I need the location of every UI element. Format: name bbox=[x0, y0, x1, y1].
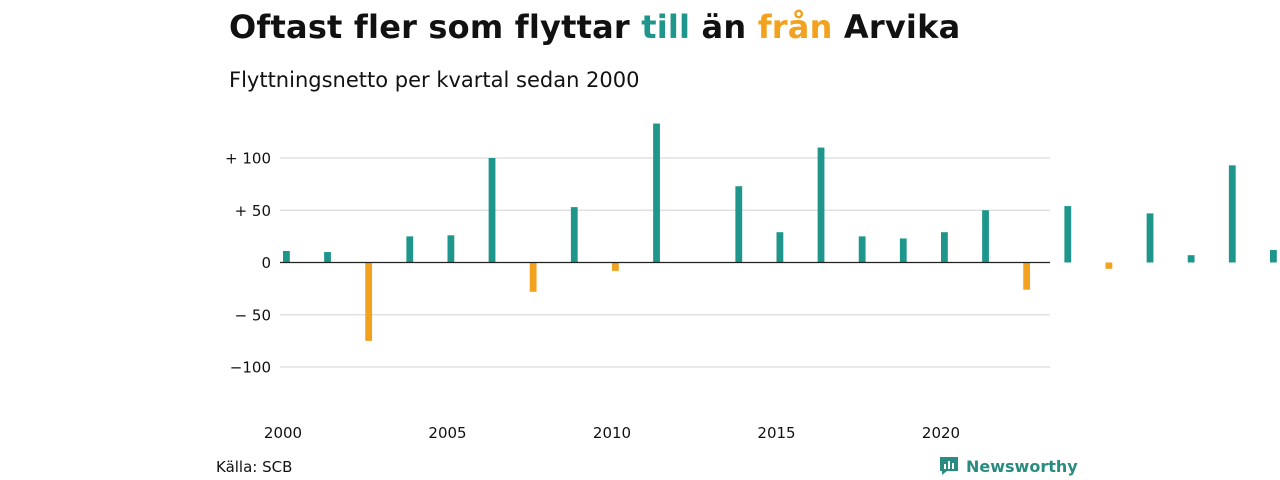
x-axis-ticks: 2000 2005 2010 2015 2020 bbox=[264, 424, 960, 442]
title-suffix: Arvika bbox=[832, 8, 961, 46]
bar bbox=[941, 232, 948, 263]
bar bbox=[1023, 262, 1031, 290]
title-fran: från bbox=[757, 8, 833, 46]
bar bbox=[529, 262, 537, 292]
y-tick-label: − 50 bbox=[235, 306, 271, 324]
bar bbox=[1270, 249, 1277, 263]
x-tick-label: 2005 bbox=[428, 424, 466, 442]
bars bbox=[283, 123, 1277, 341]
x-tick-label: 2010 bbox=[593, 424, 631, 442]
brand-name: Newsworthy bbox=[966, 456, 1078, 476]
y-axis-ticks: + 100 + 50 0 − 50 −100 bbox=[225, 150, 271, 377]
bar bbox=[1187, 255, 1195, 263]
bar bbox=[612, 262, 619, 271]
brand-logo: Newsworthy bbox=[938, 455, 1078, 477]
bar bbox=[488, 158, 496, 263]
bar bbox=[1228, 165, 1236, 263]
bar bbox=[324, 252, 331, 263]
title-middle: än bbox=[690, 8, 758, 46]
y-tick-label: 0 bbox=[261, 254, 271, 272]
bar bbox=[283, 251, 290, 263]
y-tick-label: −100 bbox=[230, 359, 271, 377]
bar bbox=[858, 236, 866, 263]
bar bbox=[899, 238, 907, 263]
bar bbox=[982, 210, 989, 263]
bar bbox=[1146, 213, 1154, 263]
bar bbox=[776, 232, 784, 263]
y-tick-label: + 50 bbox=[235, 202, 271, 220]
bar bbox=[406, 236, 414, 263]
bar bbox=[735, 186, 743, 263]
newsworthy-icon bbox=[940, 457, 958, 475]
y-tick-label: + 100 bbox=[225, 150, 271, 168]
source-note: Källa: SCB bbox=[216, 458, 293, 476]
title-prefix: Oftast fler som flyttar bbox=[229, 8, 642, 46]
bar bbox=[447, 235, 455, 263]
bar bbox=[653, 123, 660, 263]
bar bbox=[365, 262, 373, 341]
x-tick-label: 2015 bbox=[757, 424, 795, 442]
bar bbox=[1064, 206, 1072, 263]
chart-subtitle: Flyttningsnetto per kvartal sedan 2000 bbox=[229, 68, 640, 92]
bar bbox=[1105, 262, 1113, 269]
chart-title: Oftast fler som flyttar till än från Arv… bbox=[229, 8, 960, 46]
x-tick-label: 2020 bbox=[922, 424, 960, 442]
bar bbox=[570, 207, 578, 263]
title-till: till bbox=[641, 8, 691, 46]
x-tick-label: 2000 bbox=[264, 424, 302, 442]
bar bbox=[817, 147, 825, 263]
gridlines bbox=[280, 157, 1050, 368]
